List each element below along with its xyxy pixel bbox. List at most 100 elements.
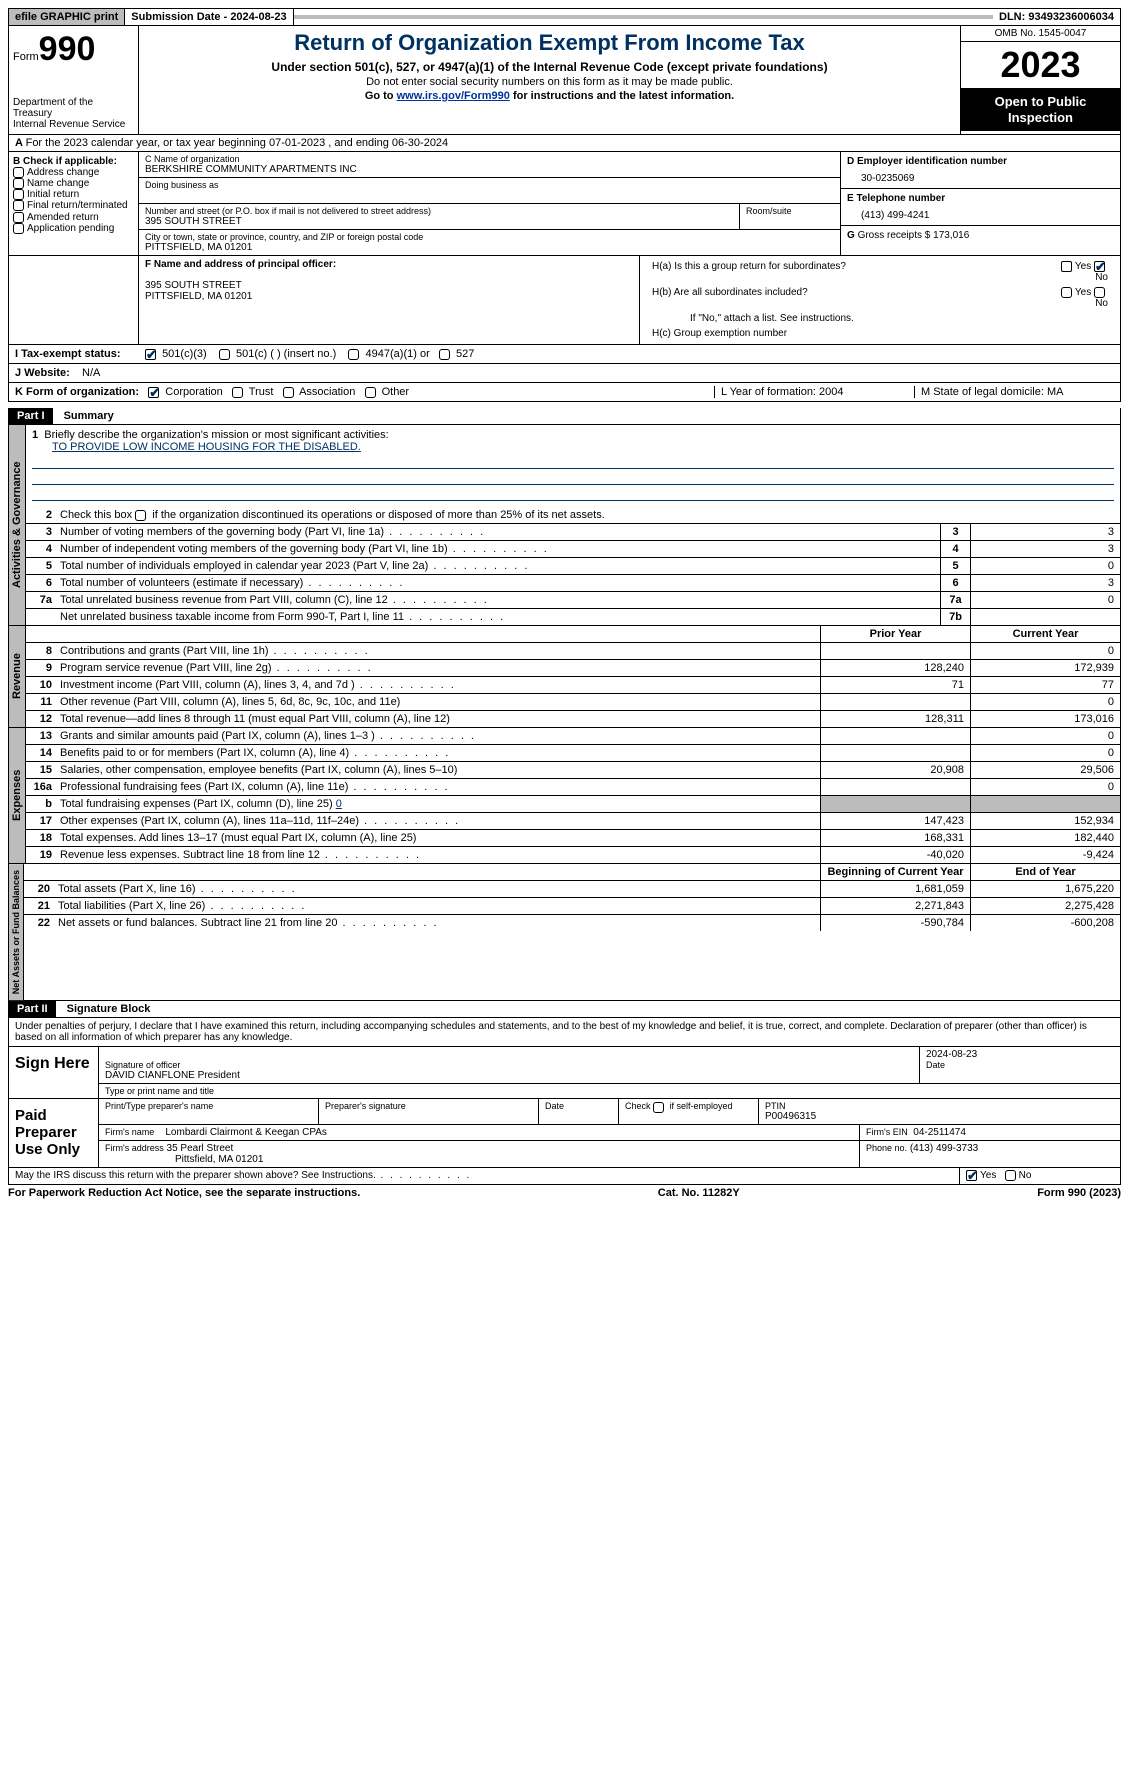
- chk-app-pending[interactable]: Application pending: [13, 223, 134, 234]
- room-label: Room/suite: [746, 206, 834, 216]
- chk-4947[interactable]: [348, 349, 359, 360]
- line-14: 14Benefits paid to or for members (Part …: [26, 745, 1120, 762]
- chk-501c[interactable]: [219, 349, 230, 360]
- row-i: I Tax-exempt status: 501(c)(3) 501(c) ( …: [8, 345, 1121, 364]
- section-activities-governance: Activities & Governance 1 Briefly descri…: [8, 425, 1121, 626]
- part2-label: Part II: [9, 1001, 56, 1017]
- discuss-no[interactable]: [1005, 1170, 1016, 1181]
- part1-header: Part I Summary: [8, 408, 1121, 425]
- penalty-text: Under penalties of perjury, I declare th…: [9, 1018, 1120, 1046]
- chk-527[interactable]: [439, 349, 450, 360]
- gross-cell: G Gross receipts $ 173,016: [841, 226, 1120, 245]
- dept-treasury: Department of the Treasury: [13, 97, 134, 119]
- line-10: 10Investment income (Part VIII, column (…: [26, 677, 1120, 694]
- firm-ein-label: Firm's EIN: [866, 1127, 908, 1137]
- hb-no[interactable]: [1094, 287, 1105, 298]
- address-row: Number and street (or P.O. box if mail i…: [139, 204, 840, 230]
- form-subtitle: Under section 501(c), 527, or 4947(a)(1)…: [143, 60, 956, 74]
- org-name: BERKSHIRE COMMUNITY APARTMENTS INC: [145, 164, 834, 175]
- section-revenue: Revenue Prior Year Current Year 8Contrib…: [8, 626, 1121, 728]
- ssn-note: Do not enter social security numbers on …: [143, 76, 956, 88]
- v7a: 0: [970, 592, 1120, 608]
- chk-final-return[interactable]: Final return/terminated: [13, 200, 134, 211]
- line-7b: Net unrelated business taxable income fr…: [26, 609, 1120, 625]
- submission-date: Submission Date - 2024-08-23: [125, 9, 293, 25]
- prep-date-label: Date: [545, 1101, 612, 1111]
- block-bcdeg: B Check if applicable: Address change Na…: [8, 152, 1121, 256]
- v7b: [970, 609, 1120, 625]
- omb-number: OMB No. 1545-0047: [961, 26, 1120, 42]
- hdr-beginning: Beginning of Current Year: [820, 864, 970, 880]
- chk-501c3[interactable]: [145, 349, 156, 360]
- line-a-tax-year: A For the 2023 calendar year, or tax yea…: [8, 135, 1121, 152]
- chk-discontinued[interactable]: [135, 510, 146, 521]
- section-expenses: Expenses 13Grants and similar amounts pa…: [8, 728, 1121, 864]
- part2-header: Part II Signature Block: [8, 1001, 1121, 1018]
- tax-year: 2023: [961, 42, 1120, 88]
- officer-addr2: PITTSFIELD, MA 01201: [145, 291, 633, 302]
- chk-name-change[interactable]: Name change: [13, 178, 134, 189]
- chk-corp[interactable]: [148, 387, 159, 398]
- org-name-label: C Name of organization: [145, 154, 834, 164]
- footer-left: For Paperwork Reduction Act Notice, see …: [8, 1187, 360, 1199]
- chk-self-employed[interactable]: [653, 1102, 664, 1113]
- open-inspection: Open to Public Inspection: [961, 88, 1120, 131]
- gross-receipts-label: Gross receipts $: [858, 230, 931, 241]
- footer-right: Form 990 (2023): [1037, 1187, 1121, 1199]
- header-right: OMB No. 1545-0047 2023 Open to Public In…: [960, 26, 1120, 134]
- ha-no[interactable]: [1094, 261, 1105, 272]
- header-left: Form990 Department of the Treasury Inter…: [9, 26, 139, 134]
- efile-label[interactable]: efile GRAPHIC print: [9, 9, 125, 25]
- hb-yes[interactable]: [1061, 287, 1072, 298]
- chk-amended-return[interactable]: Amended return: [13, 212, 134, 223]
- line-16b: bTotal fundraising expenses (Part IX, co…: [26, 796, 1120, 813]
- line-19: 19Revenue less expenses. Subtract line 1…: [26, 847, 1120, 863]
- line-16a: 16aProfessional fundraising fees (Part I…: [26, 779, 1120, 796]
- v3: 3: [970, 524, 1120, 540]
- firm-addr-label: Firm's address: [105, 1143, 164, 1153]
- line-20: 20Total assets (Part X, line 16)1,681,05…: [24, 881, 1120, 898]
- chk-trust[interactable]: [232, 387, 243, 398]
- city-label: City or town, state or province, country…: [145, 232, 834, 242]
- self-employed-cell: Check if self-employed: [619, 1099, 759, 1124]
- line-4: 4Number of independent voting members of…: [26, 541, 1120, 558]
- k-label: K Form of organization:: [15, 386, 139, 398]
- v5: 0: [970, 558, 1120, 574]
- discuss-yes[interactable]: [966, 1170, 977, 1181]
- signature-block: Under penalties of perjury, I declare th…: [8, 1018, 1121, 1184]
- ag-body: 1 Briefly describe the organization's mi…: [26, 425, 1120, 625]
- hdr-prior: Prior Year: [820, 626, 970, 642]
- ha-yes[interactable]: [1061, 261, 1072, 272]
- irs-link[interactable]: www.irs.gov/Form990: [397, 90, 510, 102]
- type-name-label: Type or print name and title: [99, 1084, 1120, 1098]
- ein-label: D Employer identification number: [847, 156, 1114, 167]
- ptin-label: PTIN: [765, 1101, 1114, 1111]
- firm-city: Pittsfield, MA 01201: [105, 1154, 853, 1165]
- goto-post: for instructions and the latest informat…: [510, 90, 734, 102]
- dln: DLN: 93493236006034: [993, 9, 1120, 25]
- line-7a: 7aTotal unrelated business revenue from …: [26, 592, 1120, 609]
- phone-cell: E Telephone number (413) 499-4241: [841, 189, 1120, 226]
- hdr-curr: Current Year: [970, 626, 1120, 642]
- j-label: J Website:: [15, 367, 70, 379]
- print-name-label: Print/Type preparer's name: [105, 1101, 312, 1111]
- line-11: 11Other revenue (Part VIII, column (A), …: [26, 694, 1120, 711]
- chk-assoc[interactable]: [283, 387, 294, 398]
- g-label: G: [847, 230, 855, 241]
- line-8: 8Contributions and grants (Part VIII, li…: [26, 643, 1120, 660]
- form-word: Form: [13, 51, 39, 63]
- vtab-net-assets: Net Assets or Fund Balances: [9, 864, 24, 1000]
- footer-mid: Cat. No. 11282Y: [658, 1187, 740, 1199]
- box-f: F Name and address of principal officer:…: [139, 256, 640, 344]
- vtab-activities: Activities & Governance: [9, 425, 26, 625]
- firm-phone: (413) 499-3733: [910, 1143, 978, 1154]
- chk-other[interactable]: [365, 387, 376, 398]
- line-5: 5Total number of individuals employed in…: [26, 558, 1120, 575]
- sig-officer-label: Signature of officer: [105, 1060, 913, 1070]
- vtab-expenses: Expenses: [9, 728, 26, 863]
- form-title: Return of Organization Exempt From Incom…: [143, 30, 956, 56]
- prep-sig-label: Preparer's signature: [325, 1101, 532, 1111]
- chk-initial-return[interactable]: Initial return: [13, 189, 134, 200]
- chk-address-change[interactable]: Address change: [13, 167, 134, 178]
- topbar-spacer: [294, 15, 993, 19]
